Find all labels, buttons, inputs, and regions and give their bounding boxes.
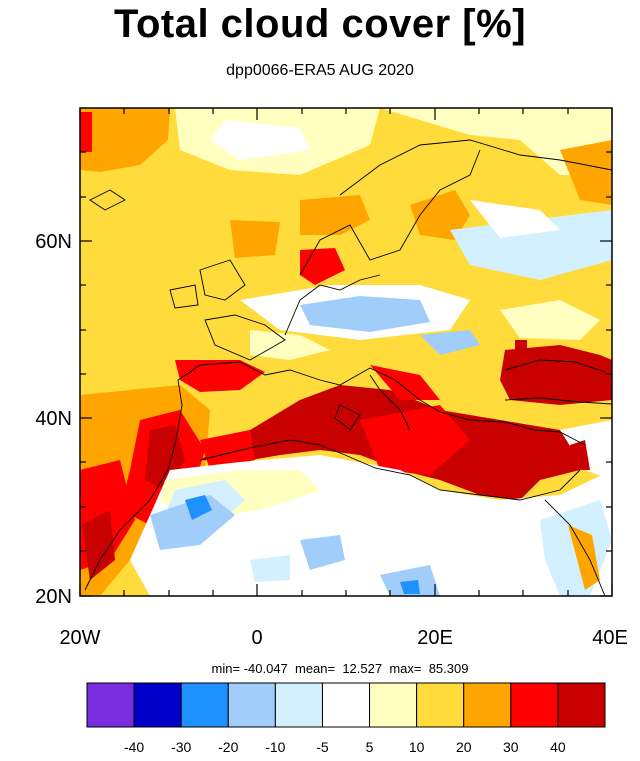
field-patch <box>568 525 600 590</box>
colorbar-swatch <box>227 682 276 728</box>
field-patch <box>570 440 590 470</box>
coastline <box>204 314 286 361</box>
colorbar-label: -5 <box>316 739 329 755</box>
tick-marks <box>79 108 613 597</box>
field-statistics: min= -40.047 mean= 12.527 max= 85.309 <box>211 661 469 676</box>
coastline <box>199 259 246 301</box>
colorbar-label: -10 <box>265 739 285 755</box>
field-patch <box>210 120 310 160</box>
lat-tick-label: 40N <box>35 408 72 430</box>
colorbar-label: 40 <box>550 739 566 755</box>
lat-tick-label: 60N <box>35 231 72 253</box>
field-patch <box>370 365 440 400</box>
lat-tick-label: 20N <box>35 586 72 608</box>
field-patch <box>300 195 370 235</box>
coastline <box>334 404 361 431</box>
colorbar-label: 20 <box>456 739 472 755</box>
colorbar-swatch <box>321 682 371 728</box>
field-patch <box>150 495 235 550</box>
colorbar-swatch <box>180 682 229 728</box>
field-patch <box>175 360 265 392</box>
colorbar-label: 5 <box>366 739 374 755</box>
coastline <box>504 397 612 405</box>
field-patch <box>450 210 612 280</box>
colorbar-label: -40 <box>124 739 144 755</box>
field-patch <box>380 565 440 596</box>
field-patch <box>185 495 212 520</box>
field-patch <box>80 108 170 172</box>
field-patch <box>410 190 470 240</box>
field-patch <box>82 510 115 580</box>
field-patch <box>300 296 430 332</box>
colorbar-swatch <box>510 682 559 728</box>
field-patch <box>560 140 612 205</box>
map-field <box>80 108 612 596</box>
coastline <box>299 149 481 276</box>
colorbar-label: -30 <box>171 739 191 755</box>
coastline <box>84 379 183 591</box>
colorbar-swatch <box>133 682 182 728</box>
map-subtitle: dpp0066-ERA5 AUG 2020 <box>226 62 414 79</box>
lon-tick-label: 0 <box>251 627 262 649</box>
field-patch <box>80 112 92 152</box>
coastline <box>544 499 606 596</box>
field-patch <box>500 300 600 340</box>
colorbar-label: 30 <box>503 739 519 755</box>
coastline <box>89 189 126 211</box>
colorbar-swatch <box>274 682 323 728</box>
field-patch <box>420 330 480 355</box>
field-patch <box>200 430 255 470</box>
field-patch <box>300 248 345 285</box>
lon-tick-label: 40E <box>592 627 628 649</box>
coastline <box>199 439 581 501</box>
colorbar-swatch <box>86 682 135 728</box>
field-patch <box>250 555 290 582</box>
colorbar-swatch <box>557 682 606 728</box>
coastlines <box>84 139 612 596</box>
coastline <box>369 374 411 431</box>
field-patch <box>400 580 420 594</box>
field-patch <box>380 108 612 175</box>
colorbar-label: -20 <box>218 739 238 755</box>
lon-tick-label: 20E <box>417 627 453 649</box>
colorbar-swatch <box>416 682 465 728</box>
field-patch <box>470 200 560 238</box>
field-patch <box>360 405 470 475</box>
field-patch <box>300 535 345 570</box>
colorbar <box>86 682 606 728</box>
field-patch <box>500 345 612 405</box>
coastline <box>177 361 586 446</box>
field-patch <box>230 220 280 258</box>
map-title: Total cloud cover [%] <box>113 2 527 46</box>
colorbar-swatch <box>463 682 512 728</box>
colorbar-swatch <box>369 682 418 728</box>
coastline <box>504 359 606 373</box>
lon-tick-label: 20W <box>59 627 100 649</box>
field-patch <box>250 330 330 360</box>
colorbar-label: 10 <box>409 739 425 755</box>
coastline <box>284 274 381 336</box>
coastline <box>339 139 612 196</box>
coastline <box>169 284 199 309</box>
colorbar-labels: -40 -30 -20 -10 -5 5 10 20 30 40 <box>124 739 566 755</box>
